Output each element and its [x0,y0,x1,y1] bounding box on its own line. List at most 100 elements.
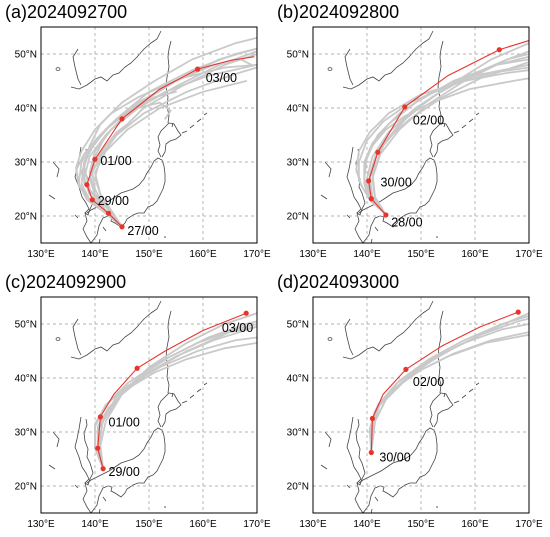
x-tick-label: 170°E [243,519,271,530]
y-tick-label: 20°N [15,212,37,223]
track-point [369,415,375,422]
x-tick-label: 150°E [135,519,163,530]
track-point [402,104,408,110]
y-tick-label: 40°N [15,374,37,385]
ensemble-track [363,55,529,216]
y-tick-label: 30°N [287,428,309,439]
track-point [375,149,381,155]
y-tick-label: 50°N [287,50,309,61]
panel-frame [312,26,530,244]
panel-frame [40,26,258,244]
ensemble-track [363,77,529,216]
panel-title: (c)2024092900 [5,272,126,292]
track-point [89,197,95,203]
y-tick-label: 50°N [15,320,37,331]
ensemble-track [94,53,257,228]
ensemble-track [371,50,529,216]
track-point [243,310,249,316]
y-tick-label: 20°N [15,482,37,493]
map-area [313,27,529,243]
map-area [41,27,257,243]
y-tick-label: 40°N [15,104,37,115]
date-label: 28/00 [391,215,422,229]
x-tick-label: 130°E [299,519,327,530]
date-label: 29/00 [109,465,140,479]
date-label: 03/00 [206,71,237,85]
date-label: 29/00 [98,194,129,208]
x-tick-label: 160°E [189,519,217,530]
y-tick-label: 30°N [15,428,37,439]
date-label: 02/00 [413,113,444,127]
y-tick-label: 20°N [287,212,309,223]
y-tick-label: 50°N [15,50,37,61]
coastline [48,300,233,513]
ensemble-track [368,61,529,216]
ensemble-track [368,333,529,454]
date-label: 02/00 [413,375,444,389]
panel-title: (a)2024092700 [5,2,127,22]
track-point [366,178,372,184]
track-point [368,196,374,202]
y-tick-label: 20°N [287,482,309,493]
track-point [84,182,90,188]
track-point [403,366,409,372]
track-point [100,466,106,472]
track-point [119,116,125,122]
map-panel-d: (d)2024093000 30/00 02/00 130°E 140°E 150°E 16… [277,272,543,530]
map-panel-c: (c)2024092900 29/00 01/00 03/00 130°E 140°E 15… [5,272,271,530]
x-tick-label: 160°E [461,519,489,530]
date-label: 30/00 [379,450,410,464]
x-tick-label: 150°E [407,519,435,530]
x-tick-label: 170°E [243,249,271,260]
panel-frame [40,296,258,514]
track-point [105,210,112,216]
track-point [134,365,140,371]
date-label: 01/00 [100,154,131,168]
track-point [95,445,101,451]
map-area [313,297,529,513]
x-tick-label: 140°E [81,249,109,260]
y-tick-label: 50°N [287,320,309,331]
panel-frame [312,296,530,514]
y-tick-label: 40°N [287,104,309,115]
track-point [496,47,502,53]
date-label: 03/00 [222,321,253,335]
x-tick-label: 170°E [515,249,543,260]
x-tick-label: 160°E [461,249,489,260]
track-point [119,224,125,230]
x-tick-label: 150°E [135,249,163,260]
track-point [368,449,374,456]
y-tick-label: 30°N [15,158,37,169]
panel-title: (d)2024093000 [277,272,399,292]
date-label: 30/00 [381,176,412,190]
x-tick-label: 160°E [189,249,217,260]
x-tick-label: 140°E [353,519,381,530]
track-point [195,66,201,72]
x-tick-label: 140°E [81,519,109,530]
track-point [97,414,103,420]
y-tick-label: 30°N [287,158,309,169]
track-point [515,309,521,315]
track-point [92,156,98,162]
x-tick-label: 150°E [407,249,435,260]
x-tick-label: 130°E [27,249,55,260]
best-track-line [97,312,247,469]
map-panel-a: (a)2024092700 27/00 29/00 01/00 03/00 130°E 14… [5,2,271,260]
best-track-line [370,311,519,453]
x-tick-label: 130°E [27,519,55,530]
ensemble-track [98,320,257,470]
ensemble-track [370,312,529,454]
panel-title: (b)2024092800 [277,2,399,22]
date-label: 01/00 [109,415,140,429]
x-tick-label: 140°E [353,249,381,260]
ensemble-track [96,342,257,470]
best-track-line [86,56,255,228]
map-area [41,297,257,513]
x-tick-label: 130°E [299,249,327,260]
x-tick-label: 170°E [515,519,543,530]
map-panel-b: (b)2024092800 28/00 30/00 02/00 130°E 140°E 15… [277,2,543,260]
date-label: 27/00 [127,224,158,238]
y-tick-label: 40°N [287,374,309,385]
track-point [383,212,389,218]
